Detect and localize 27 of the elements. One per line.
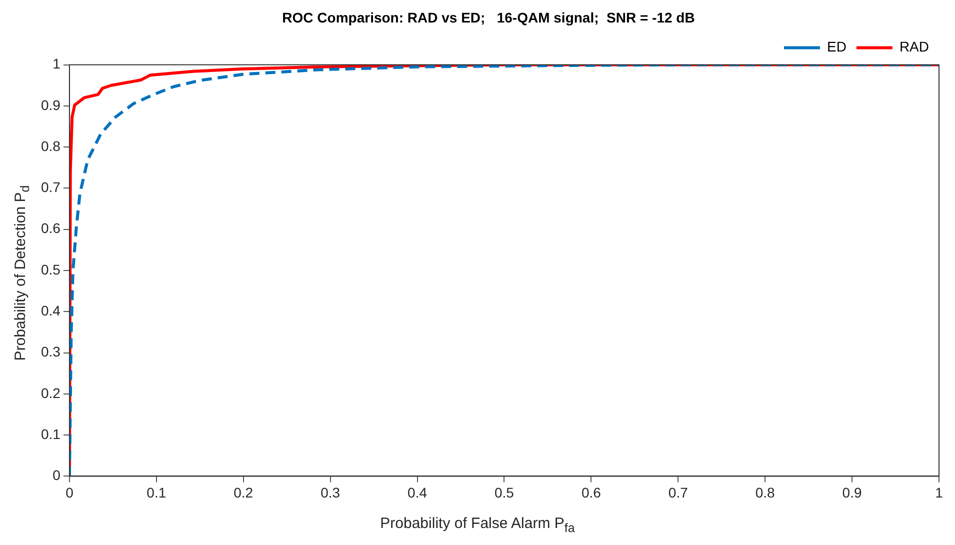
y-tick-label: 0.6 — [40, 220, 61, 236]
x-tick-label: 0.5 — [494, 484, 514, 500]
x-tick-label: 0.1 — [146, 484, 166, 500]
chart-title: ROC Comparison: RAD vs ED; 16-QAM signal; SNR = -12 dB — [282, 9, 695, 26]
y-tick-label: 0.7 — [40, 179, 61, 196]
x-tick-label: 0.2 — [234, 484, 254, 500]
x-axis-title: Probability of False Alarm P$_{fa}$ — [379, 515, 576, 535]
y-tick-label: 0 — [52, 467, 61, 484]
x-tick-label: 0.3 — [320, 484, 340, 500]
x-tick-label: 0.6 — [581, 484, 602, 500]
y-tick-label: 0.1 — [40, 426, 61, 442]
x-tick-label: 0.8 — [755, 484, 776, 500]
y-tick-label: 0.2 — [40, 384, 61, 401]
y-tick-label: 0.9 — [40, 96, 61, 113]
y-tick-label: 0.5 — [40, 261, 61, 278]
x-tick-label: 0.4 — [408, 484, 428, 500]
y-tick-label: 0.3 — [40, 344, 61, 360]
y-tick-label: 0.4 — [40, 302, 61, 318]
line-series — [69, 64, 939, 476]
y-tick-label: 0.8 — [40, 138, 61, 154]
legend-label: RAD — [899, 38, 930, 55]
x-tick-label: 0.7 — [668, 484, 688, 500]
x-tick-label: 0.9 — [842, 484, 862, 500]
legend-label: ED — [826, 38, 846, 55]
x-tick-label: 1 — [935, 484, 944, 500]
x-tick-label: 0 — [66, 484, 74, 500]
y-tick-label: 1 — [52, 56, 61, 72]
